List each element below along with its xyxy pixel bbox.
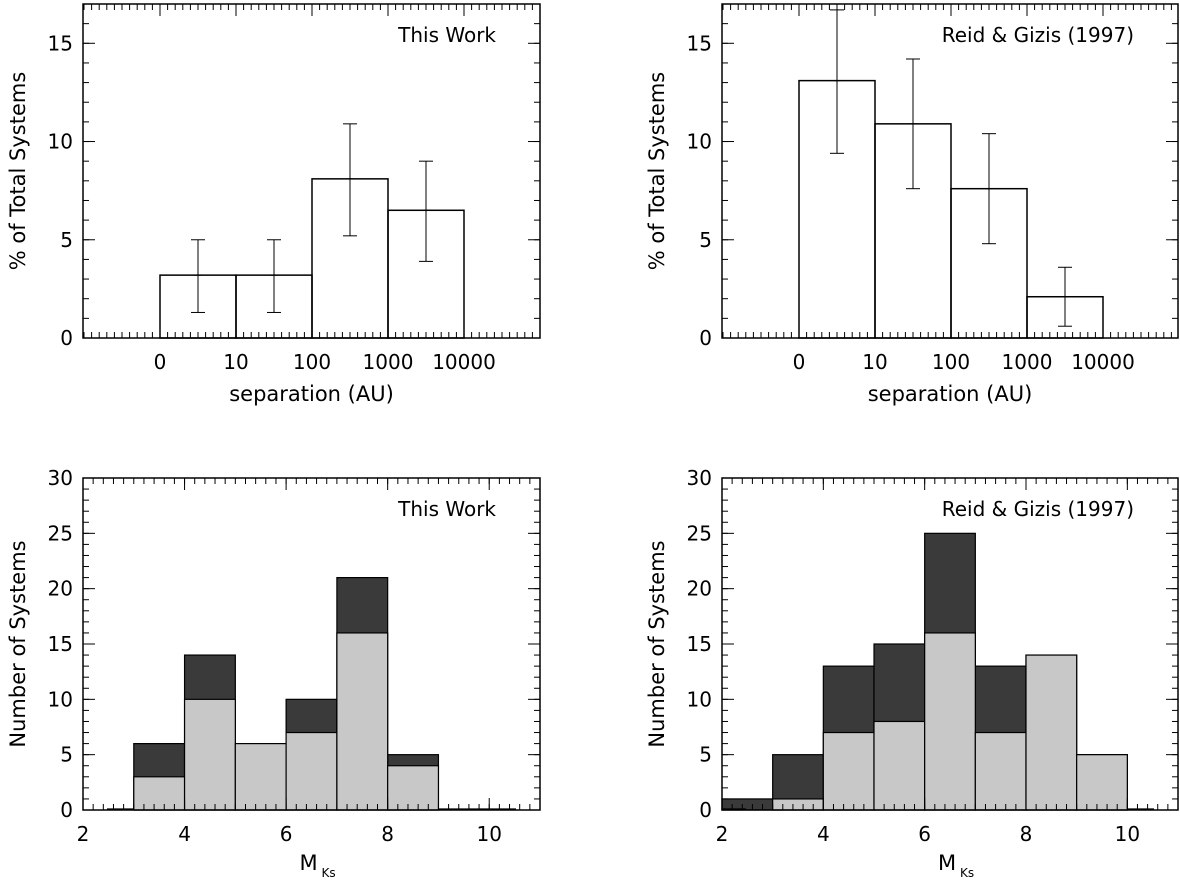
panel-mk-rg: 0 5 10 15 20 25 30 2 4 6 8 10 M Ks Number of Systems Re… — [645, 466, 1179, 880]
x-tick-label: 0 — [793, 350, 806, 374]
x-tick-label: 10000 — [1071, 350, 1135, 374]
error-bar-0-10 — [191, 239, 205, 313]
error-bar-100-1000 — [343, 123, 357, 237]
error-bar-1000-10000 — [1058, 266, 1072, 327]
x-tick-label: 6 — [280, 822, 293, 846]
y-axis: 0 5 10 15 20 25 30 — [48, 466, 540, 822]
y-tick-label: 5 — [60, 743, 73, 767]
y-tick-label: 10 — [48, 687, 73, 711]
y-tick-label: 10 — [687, 687, 712, 711]
bar-series1-bin3 — [285, 731, 338, 811]
y-tick-label: 15 — [48, 632, 73, 656]
x-tick-label: 0 — [154, 350, 167, 374]
panel-sep-this: 0 5 10 15 0 10 100 1000 10000 separation (AU) % of… — [6, 3, 541, 406]
x-axis-title-subscript: Ks — [960, 866, 974, 880]
y-tick-label: 30 — [687, 466, 712, 490]
y-tick-label: 0 — [699, 798, 712, 822]
x-tick-label: 6 — [918, 822, 931, 846]
bar-series1-bin5 — [387, 765, 440, 811]
error-bar-10-100 — [267, 239, 281, 313]
y-axis: 0 5 10 15 — [687, 3, 1178, 350]
bar-series1-bin0 — [133, 776, 186, 811]
x-axis: 2 4 6 8 10 — [77, 478, 541, 846]
x-tick-label: 10 — [476, 822, 501, 846]
y-tick-label: 20 — [687, 577, 712, 601]
y-axis-title: Number of Systems — [645, 540, 669, 747]
y-axis-title: % of Total Systems — [6, 72, 30, 271]
y-axis: 0 5 10 15 — [48, 3, 540, 350]
bar-series1-bin2 — [822, 731, 875, 811]
y-axis-title: Number of Systems — [6, 540, 30, 747]
bar-series1-bin1 — [183, 698, 236, 811]
y-tick-label: 15 — [687, 632, 712, 656]
x-tick-label: 8 — [381, 822, 394, 846]
y-tick-label: 15 — [48, 31, 73, 55]
bar-series1-bin2 — [234, 742, 287, 811]
x-tick-label: 2 — [77, 822, 90, 846]
annotation-label: This Work — [397, 23, 496, 47]
bar-series1-bin4 — [336, 632, 389, 811]
x-tick-label: 4 — [178, 822, 191, 846]
y-tick-label: 10 — [687, 130, 712, 154]
histogram-bars — [721, 532, 1154, 811]
histogram-bars — [159, 123, 465, 339]
annotation-label: Reid & Gizis (1997) — [942, 497, 1134, 521]
y-tick-label: 15 — [687, 31, 712, 55]
y-axis-title: % of Total Systems — [645, 72, 669, 271]
x-axis: 0 10 100 1000 10000 — [722, 4, 1172, 374]
x-tick-label: 4 — [817, 822, 830, 846]
bar-series1-bin7 — [1076, 754, 1128, 811]
y-tick-label: 20 — [48, 577, 73, 601]
y-tick-label: 0 — [699, 326, 712, 350]
annotation-label: Reid & Gizis (1997) — [942, 23, 1134, 47]
x-tick-label: 10 — [223, 350, 248, 374]
x-axis-title-subscript: Ks — [322, 866, 336, 880]
y-tick-label: 25 — [48, 521, 73, 545]
bar-series0-bin0 — [721, 798, 774, 811]
x-tick-label: 1000 — [1002, 350, 1053, 374]
histogram-bars — [798, 9, 1104, 339]
y-tick-label: 0 — [60, 798, 73, 822]
x-tick-label: 1000 — [363, 350, 414, 374]
histogram-bars — [107, 576, 516, 811]
x-axis: 2 4 6 8 10 — [716, 478, 1179, 846]
error-bar-1000-10000 — [419, 160, 433, 262]
x-tick-label: 8 — [1020, 822, 1033, 846]
bar-series1-bin4 — [924, 632, 976, 811]
bar-series1-bin5 — [974, 731, 1027, 811]
y-tick-label: 5 — [699, 743, 712, 767]
x-axis-title: separation (AU) — [868, 382, 1033, 406]
x-tick-label: 10000 — [432, 350, 496, 374]
panel-sep-rg: 0 5 10 15 0 10 100 1000 10000 separation (AU) % of… — [645, 3, 1179, 406]
error-bar-0-10 — [830, 9, 844, 154]
x-axis: 0 10 100 1000 10000 — [83, 4, 533, 374]
panel-mk-this: 0 5 10 15 20 25 30 2 4 6 8 10 M Ks Number of Systems Th… — [6, 466, 541, 880]
error-bar-10-100 — [906, 58, 920, 190]
bar-series1-bin3 — [873, 720, 926, 811]
annotation-label: This Work — [397, 497, 496, 521]
y-tick-label: 25 — [687, 521, 712, 545]
x-axis-title: M — [299, 851, 317, 875]
x-axis-title: M — [938, 851, 956, 875]
plot-frame — [721, 3, 1179, 339]
x-tick-label: 100 — [293, 350, 331, 374]
y-tick-label: 10 — [48, 130, 73, 154]
bar-series1-bin1 — [772, 798, 824, 811]
y-tick-label: 5 — [60, 228, 73, 252]
x-tick-label: 10 — [862, 350, 887, 374]
y-tick-label: 30 — [48, 466, 73, 490]
x-tick-label: 2 — [716, 822, 729, 846]
error-bar-100-1000 — [982, 133, 996, 245]
bar-series1-bin6 — [1025, 654, 1078, 811]
x-tick-label: 100 — [932, 350, 970, 374]
y-tick-label: 0 — [60, 326, 73, 350]
x-tick-label: 10 — [1115, 822, 1140, 846]
y-tick-label: 5 — [699, 228, 712, 252]
x-axis-title: separation (AU) — [229, 382, 394, 406]
